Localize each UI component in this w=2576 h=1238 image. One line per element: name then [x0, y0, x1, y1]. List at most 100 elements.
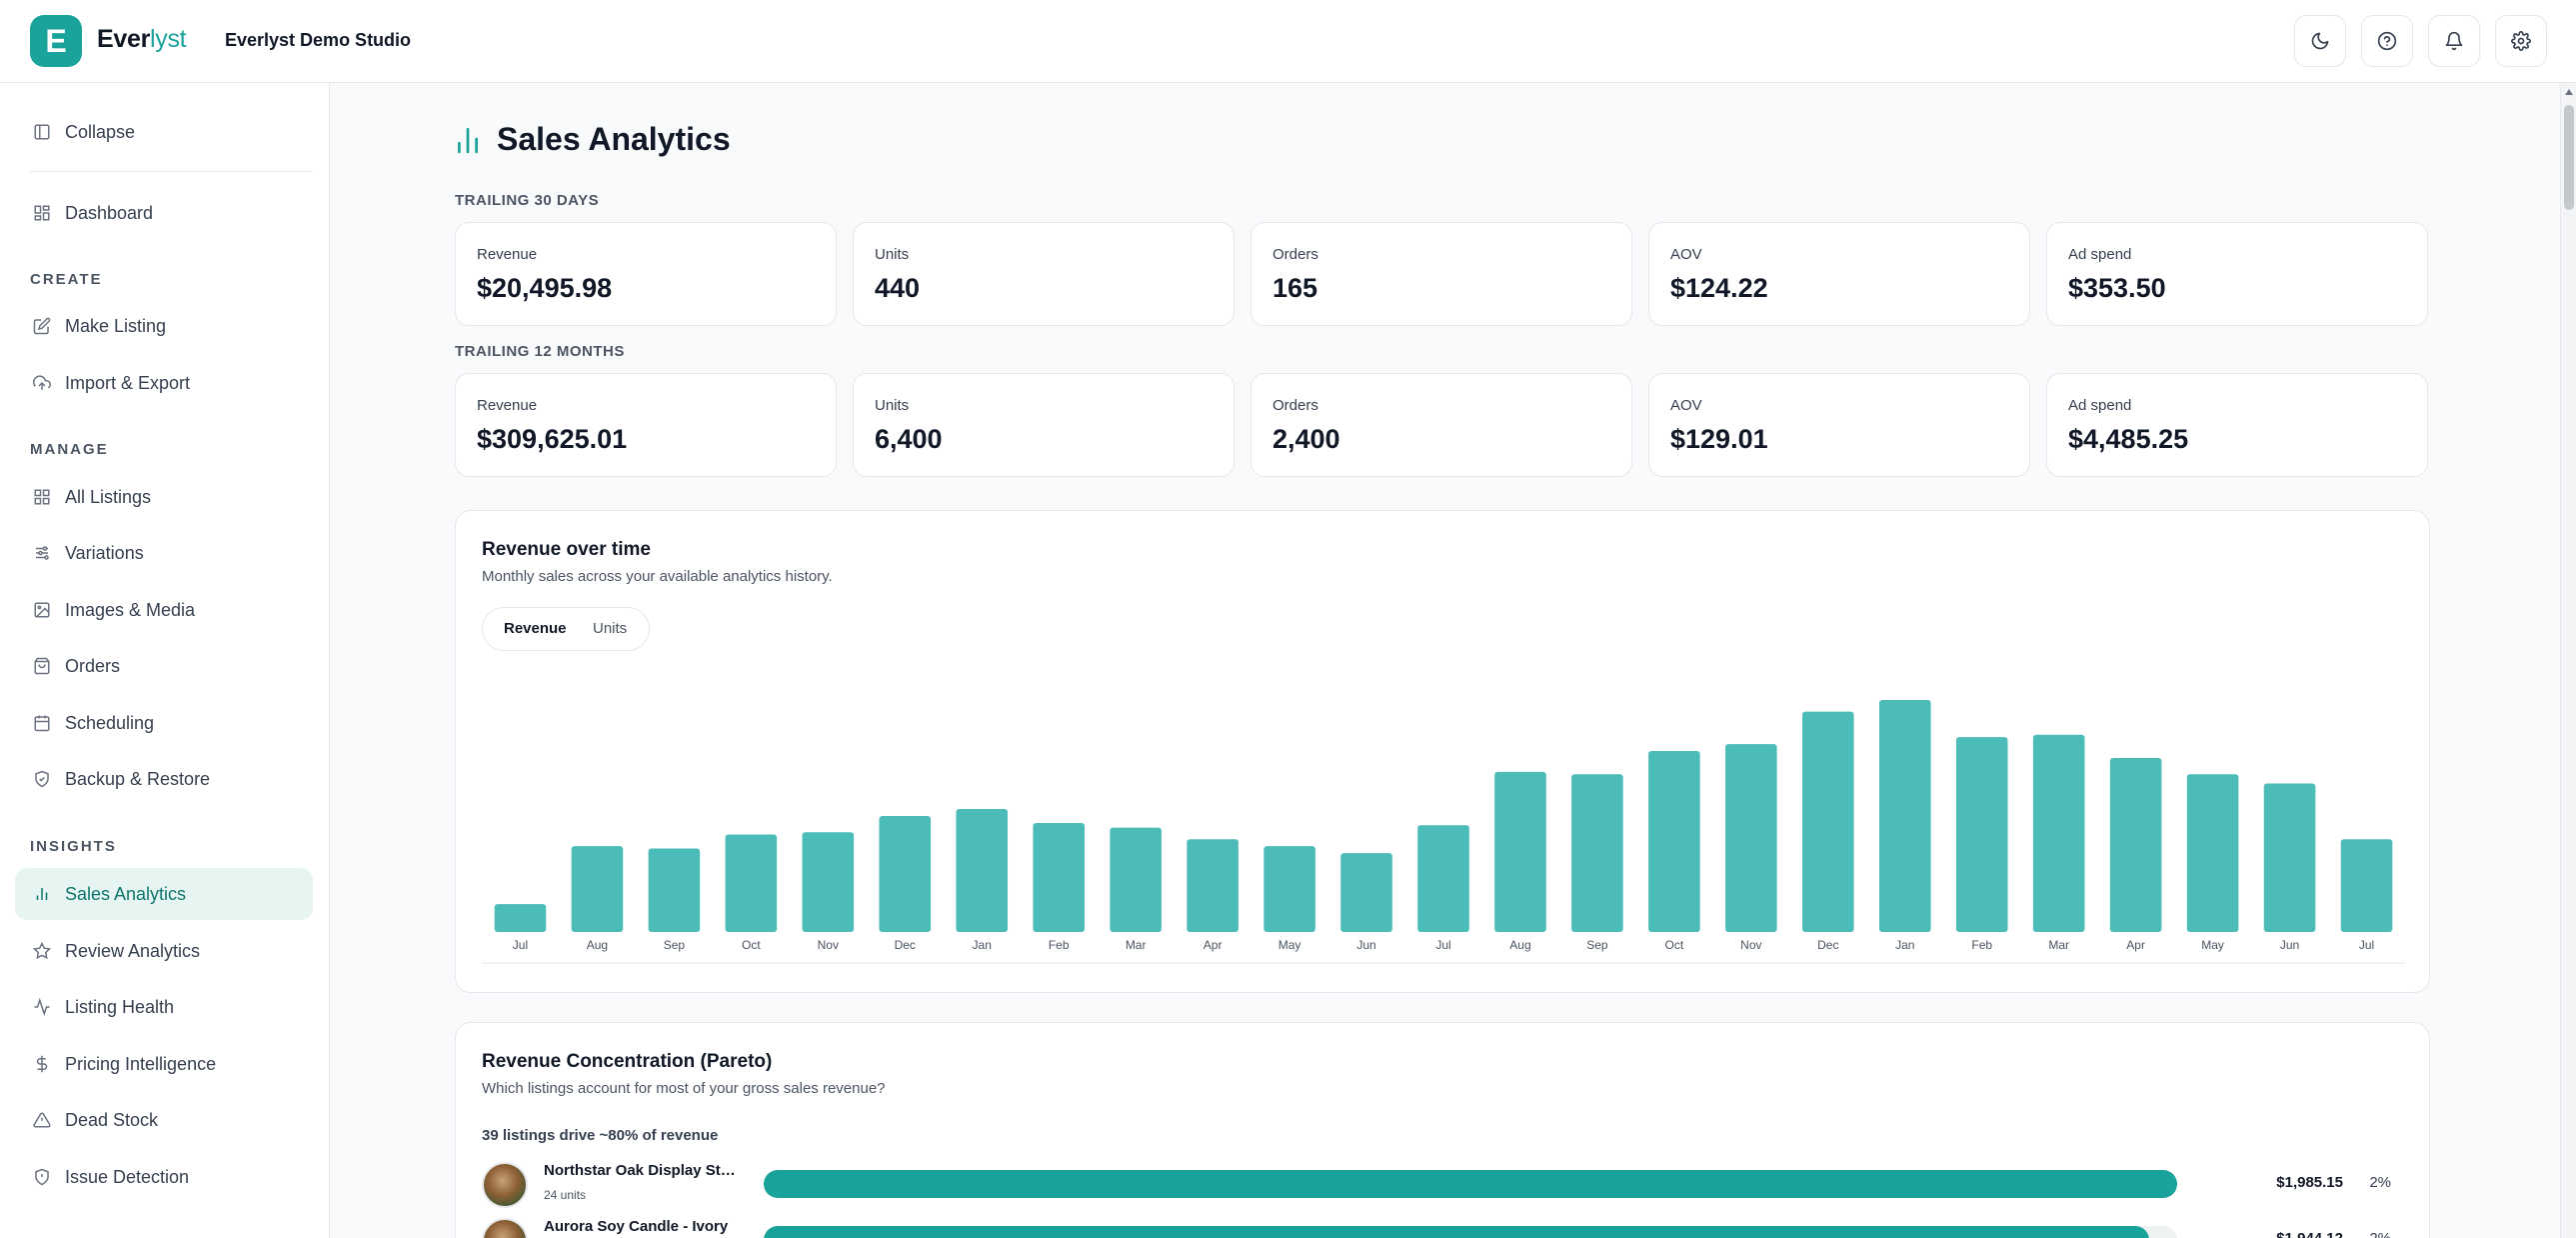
revenue-share-track [764, 1170, 2177, 1198]
chart-bar[interactable] [1494, 771, 1546, 932]
chart-bar[interactable] [1110, 827, 1162, 932]
chart-bar[interactable] [1725, 744, 1777, 932]
scroll-up-arrow-icon[interactable] [2565, 89, 2573, 95]
chart-bar[interactable] [879, 816, 932, 932]
chart-bar[interactable] [2340, 839, 2393, 932]
chart-bar[interactable] [1648, 751, 1700, 932]
toggle-units[interactable]: Units [593, 620, 628, 637]
x-tick-label: Jan [1895, 938, 1914, 952]
kpi-value: $129.01 [1670, 424, 1768, 454]
listing-thumbnail [482, 1162, 528, 1208]
chart-bar[interactable] [1264, 846, 1315, 932]
x-tick-label: Sep [1586, 938, 1608, 952]
scrollbar-thumb[interactable] [2564, 105, 2574, 210]
sidebar-item-scheduling[interactable]: Scheduling [15, 697, 313, 749]
revenue-share-track [764, 1226, 2177, 1238]
listing-share-percent: 2% [2351, 1230, 2391, 1238]
table-row[interactable]: Aurora Soy Candle - Ivory $1,944.12 2% [482, 1216, 2405, 1238]
chart-bar[interactable] [1802, 711, 1854, 932]
pareto-card: Revenue Concentration (Pareto) Which lis… [455, 1022, 2430, 1238]
chart-bar[interactable] [725, 834, 778, 932]
sidebar-item-import-export[interactable]: Import & Export [15, 357, 313, 409]
kpi-value: $4,485.25 [2068, 424, 2189, 454]
kpi-value: 165 [1273, 273, 1318, 303]
sidebar-section-insights: INSIGHTS [30, 838, 117, 855]
sidebar-item-issue-detection[interactable]: Issue Detection [15, 1151, 313, 1203]
card-subtitle: Which listings account for most of your … [482, 1080, 886, 1097]
sidebar-divider [30, 171, 313, 172]
sidebar-item-listing-health[interactable]: Listing Health [15, 981, 313, 1033]
table-row[interactable]: Northstar Oak Display Stan... 24 units $… [482, 1160, 2405, 1212]
sidebar-item-label: Review Analytics [65, 940, 201, 961]
theme-toggle-button[interactable] [2294, 15, 2346, 67]
chart-bar[interactable] [1417, 825, 1469, 932]
chart-bar[interactable] [1571, 774, 1623, 932]
sidebar-item-variations[interactable]: Variations [15, 527, 313, 579]
chart-bar[interactable] [802, 832, 855, 932]
chart-bar[interactable] [956, 809, 1009, 932]
kpi-label: Revenue [477, 246, 538, 263]
kpi-value: 6,400 [875, 424, 943, 454]
chart-bar[interactable] [648, 848, 701, 932]
sidebar-item-sales-analytics[interactable]: Sales Analytics [15, 868, 313, 920]
chart-bar[interactable] [2186, 774, 2239, 932]
sidebar-item-dashboard[interactable]: Dashboard [15, 187, 313, 239]
sidebar-item-backup-restore[interactable]: Backup & Restore [15, 753, 313, 805]
sidebar-item-label: Orders [65, 655, 121, 676]
chart-bar[interactable] [1955, 737, 2008, 932]
kpi-card-30d-ad-spend: Ad spend $353.50 [2046, 222, 2428, 326]
revenue-bar-chart: Jul Aug Sep Oct Nov Dec Jan Feb Mar Apr May Jun Jul A… [482, 700, 2405, 964]
chart-bar[interactable] [1340, 853, 1392, 932]
brand-logo-text[interactable]: Everlyst [97, 25, 187, 53]
chart-bar[interactable] [2109, 758, 2162, 932]
chart-bar[interactable] [2263, 783, 2316, 932]
x-tick-label: Jun [1356, 938, 1375, 952]
kpi-label: Units [875, 397, 910, 414]
sidebar-item-label: Backup & Restore [65, 768, 211, 789]
notifications-button[interactable] [2428, 15, 2480, 67]
x-tick-label: Oct [742, 938, 761, 952]
help-button[interactable] [2361, 15, 2413, 67]
sidebar-item-label: Images & Media [65, 599, 196, 620]
chart-bar[interactable] [1187, 839, 1239, 932]
x-tick-label: Dec [1817, 938, 1838, 952]
chart-bar[interactable] [494, 904, 547, 932]
metric-toggle: Revenue Units [482, 607, 650, 651]
kpi-label: Ad spend [2068, 397, 2132, 414]
sidebar-item-label: Issue Detection [65, 1166, 190, 1187]
chart-bar[interactable] [571, 846, 624, 932]
kpi-value: $309,625.01 [477, 424, 628, 454]
sidebar-item-make-listing[interactable]: Make Listing [15, 300, 313, 352]
gear-icon [2511, 31, 2531, 51]
x-tick-label: Jul [1435, 938, 1450, 952]
chart-bar[interactable] [1878, 700, 1931, 932]
x-tick-label: Jul [2359, 938, 2374, 952]
toggle-revenue[interactable]: Revenue [504, 620, 567, 637]
star-icon [33, 942, 51, 960]
x-tick-label: Aug [1509, 938, 1530, 952]
sidebar-item-label: Dead Stock [65, 1109, 159, 1130]
sidebar-item-label: Variations [65, 542, 144, 563]
revenue-over-time-card: Revenue over time Monthly sales across y… [455, 510, 2430, 993]
sidebar-item-images-media[interactable]: Images & Media [15, 584, 313, 636]
brand-logo-badge[interactable]: E [30, 15, 82, 67]
x-tick-label: May [1279, 938, 1301, 952]
x-tick-label: Dec [895, 938, 916, 952]
page-scrollbar[interactable] [2560, 83, 2576, 1238]
sidebar-item-all-listings[interactable]: All Listings [15, 471, 313, 523]
chart-bar[interactable] [2032, 734, 2085, 932]
shield-icon [35, 770, 49, 788]
sidebar: Collapse Dashboard CREATE Make Listing I… [0, 83, 330, 1238]
sidebar-item-orders[interactable]: Orders [15, 640, 313, 692]
sidebar-item-review-analytics[interactable]: Review Analytics [15, 925, 313, 977]
sidebar-item-pricing-intelligence[interactable]: Pricing Intelligence [15, 1038, 313, 1090]
listing-name: Aurora Soy Candle - Ivory [544, 1218, 729, 1235]
x-tick-label: Apr [1204, 938, 1223, 952]
chart-bar[interactable] [1033, 822, 1085, 932]
kpi-label: Revenue [477, 397, 538, 414]
listing-units: 24 units [544, 1188, 587, 1202]
sidebar-item-dead-stock[interactable]: Dead Stock [15, 1094, 313, 1146]
help-circle-icon [2377, 31, 2397, 51]
settings-button[interactable] [2495, 15, 2547, 67]
sidebar-collapse-button[interactable]: Collapse [15, 106, 313, 158]
